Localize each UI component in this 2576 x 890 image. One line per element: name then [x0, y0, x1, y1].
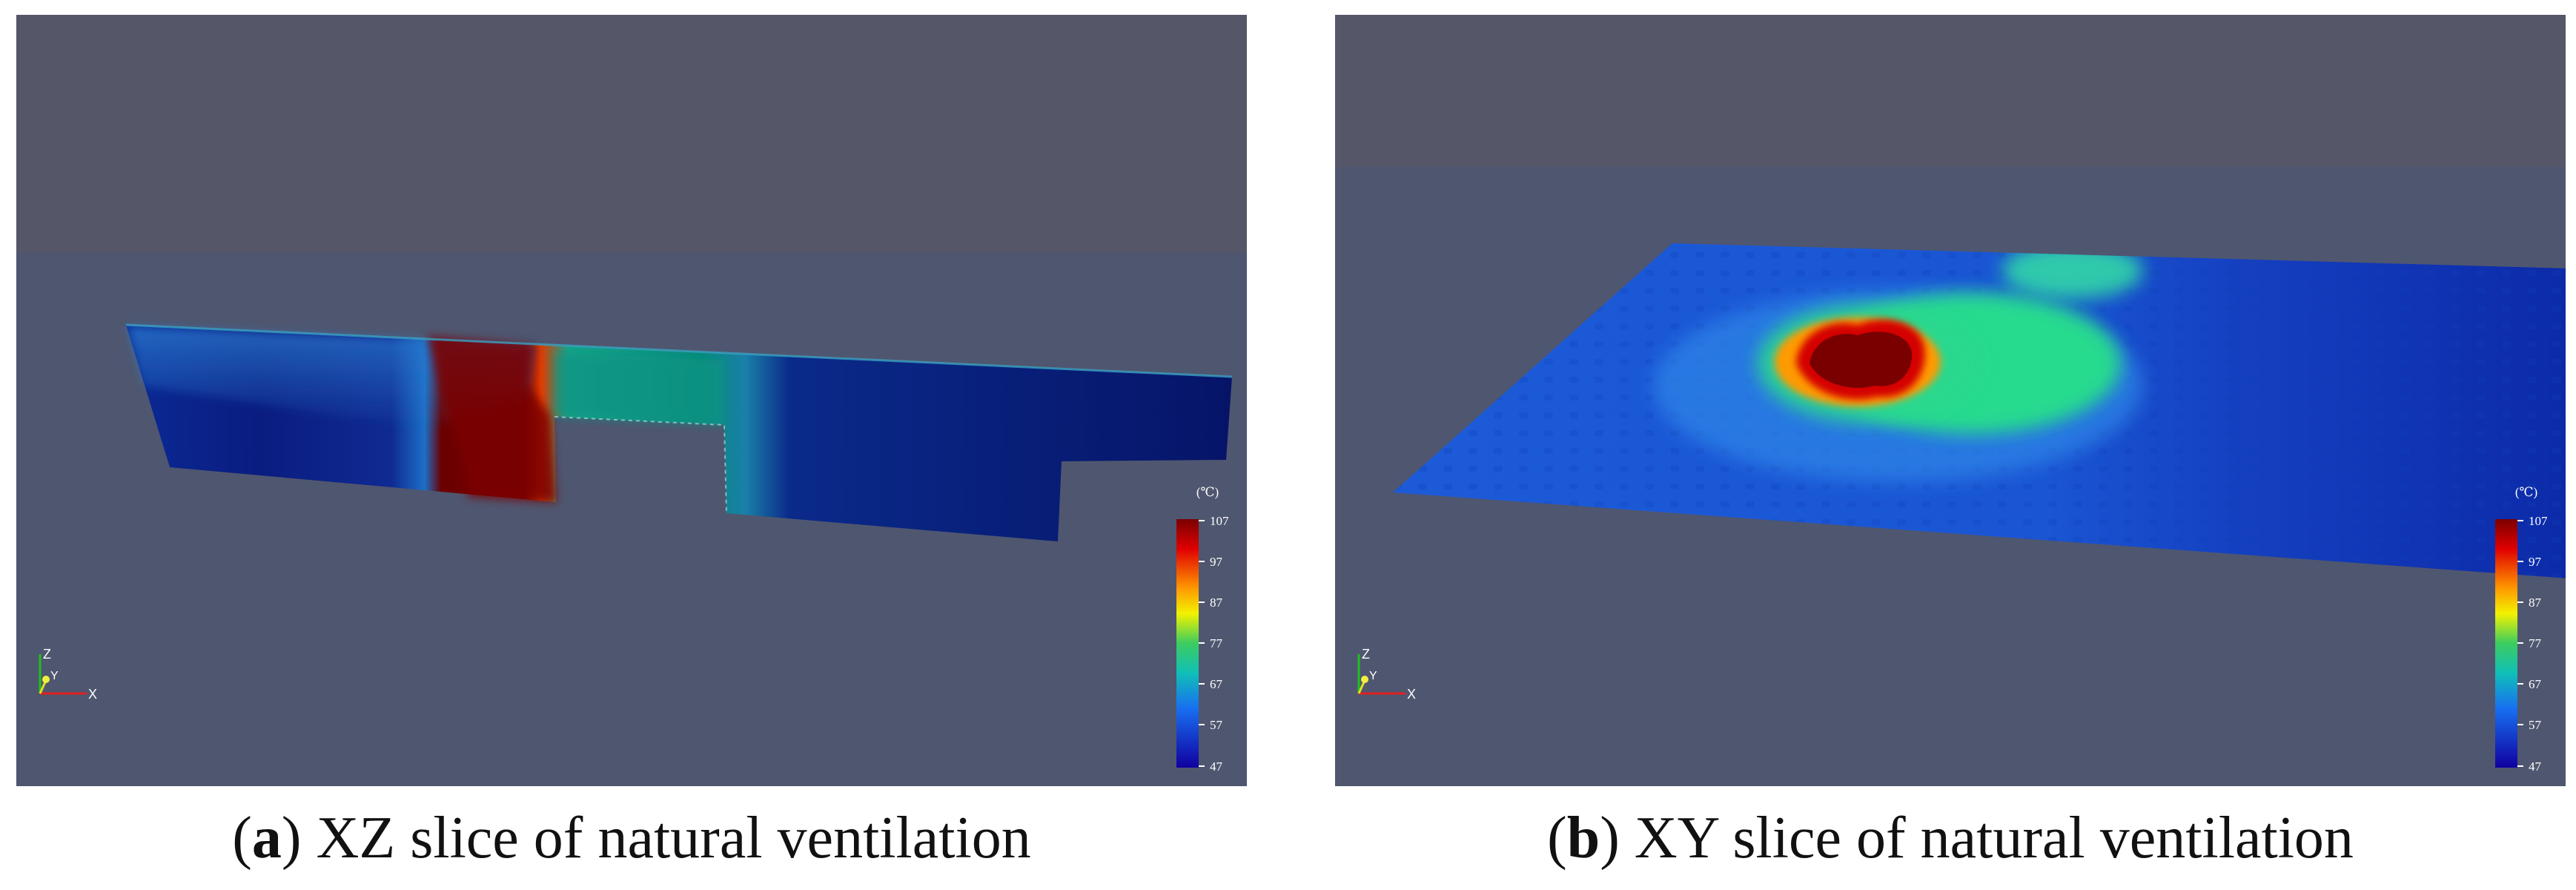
caption-a: (a) XZ slice of natural ventilation [232, 805, 1031, 871]
background-upper [1335, 15, 2566, 167]
colorbar-ticks [2517, 520, 2523, 767]
orientation-axes-triad: X Z Y [39, 647, 97, 702]
colorbar-tick-label: 97 [1210, 555, 1223, 569]
background-upper [16, 15, 1247, 252]
caption-text: XZ slice of natural ventilation [316, 805, 1031, 871]
colorbar-ticks [1199, 520, 1205, 767]
colorbar-tick-label: 57 [1210, 718, 1223, 732]
viewport-xz-slice: (℃) 107 97 87 77 67 57 47 [16, 15, 1247, 786]
caption-letter: a [251, 805, 282, 871]
colorbar-tick-label: 67 [1210, 677, 1223, 691]
caption-letter: b [1566, 805, 1600, 871]
colorbar: (℃) 107 97 87 77 67 57 47 [1176, 485, 1229, 774]
colorbar-unit: (℃) [2515, 485, 2537, 499]
colorbar-tick-label: 97 [2529, 555, 2542, 569]
axis-z-label: Z [43, 647, 51, 662]
colorbar-tick-label: 87 [1210, 596, 1223, 610]
colorbar-tick-label: 57 [2529, 718, 2542, 732]
viewport-xy-slice: (℃) 107 97 87 77 67 57 47 [1335, 15, 2566, 786]
xz-slice-render: (℃) 107 97 87 77 67 57 47 [16, 15, 1247, 786]
colorbar-tick-label: 107 [2529, 514, 2548, 528]
xy-slice-render: (℃) 107 97 87 77 67 57 47 [1335, 15, 2566, 786]
caption-b: (b) XY slice of natural ventilation [1547, 805, 2354, 871]
axis-y-label: Y [1369, 670, 1377, 682]
colorbar: (℃) 107 97 87 77 67 57 47 [2495, 485, 2548, 774]
colorbar-gradient [2495, 519, 2517, 768]
temperature-slice-xz [125, 323, 1233, 541]
colorbar-tick-label: 77 [1210, 636, 1223, 650]
axis-y-label: Y [50, 670, 59, 682]
axis-z-label: Z [1362, 647, 1370, 662]
axis-x-label: X [1407, 687, 1416, 702]
colorbar-tick-label: 67 [2529, 677, 2542, 691]
axis-x-label: X [88, 687, 97, 702]
colorbar-unit: (℃) [1196, 485, 1219, 499]
colorbar-tick-label: 107 [1210, 514, 1229, 528]
colorbar-tick-label: 87 [2529, 596, 2542, 610]
colorbar-tick-label: 77 [2529, 636, 2542, 650]
colorbar-tick-label: 47 [1210, 759, 1223, 774]
caption-text: XY slice of natural ventilation [1634, 805, 2354, 871]
colorbar-gradient [1176, 519, 1199, 768]
colorbar-tick-label: 47 [2529, 759, 2542, 774]
orientation-axes-triad: X Z Y [1357, 647, 1416, 702]
